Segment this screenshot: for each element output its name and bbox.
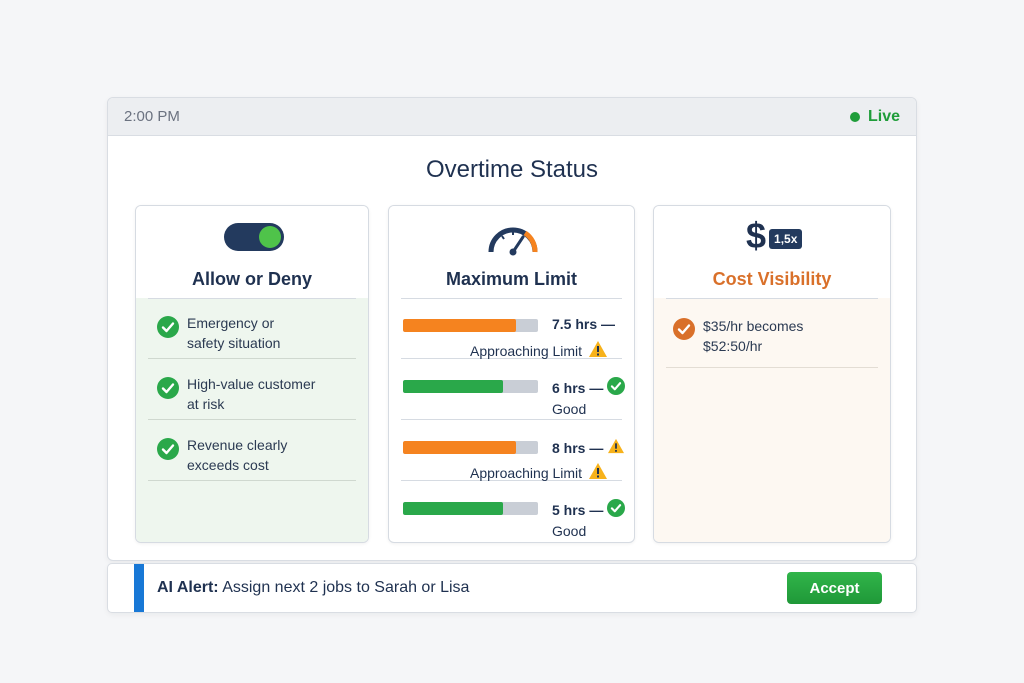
hours-value: 5 hrs —	[552, 499, 626, 520]
list-item: 6 hrs — Good	[401, 359, 626, 420]
check-circle-icon	[157, 377, 179, 404]
status-bar: 2:00 PM Live	[108, 98, 916, 136]
cost-visibility-title: Cost Visibility	[712, 269, 832, 289]
hours-bar	[403, 502, 538, 515]
cost-text: $35/hr becomes $52:50/hr	[703, 316, 803, 356]
overtime-panel: 2:00 PM Live Overtime Status Allow or De…	[107, 97, 917, 561]
maximum-limit-header: Maximum Limit	[389, 206, 634, 298]
check-circle-icon	[673, 318, 695, 345]
status-text: Good	[552, 401, 587, 417]
dollar-sign: $	[746, 215, 767, 256]
list-item: $35/hr becomes $52:50/hr	[666, 298, 878, 368]
hours-bar-fill	[403, 441, 517, 454]
limit-rows: 7.5 hrs — Approaching Limit 6 hrs — Good	[389, 298, 634, 542]
hours-bar	[403, 441, 538, 454]
hours-bar-fill	[403, 502, 503, 515]
allow-deny-card: Allow or Deny Emergency or safety situat…	[135, 205, 369, 543]
check-circle-icon	[607, 499, 626, 520]
hours-value: 6 hrs —	[552, 377, 626, 398]
hours-bar	[403, 319, 538, 332]
divider	[148, 298, 356, 299]
hours-value: 7.5 hrs —	[552, 316, 615, 332]
limit-status: Approaching Limit	[470, 340, 608, 361]
limit-status: Approaching Limit	[470, 462, 608, 483]
warning-icon	[588, 340, 608, 361]
check-circle-icon	[607, 377, 626, 398]
divider	[401, 298, 622, 299]
status-text: Approaching Limit	[470, 464, 583, 481]
hours-value: 8 hrs —	[552, 438, 625, 457]
list-item: 8 hrs — Approaching Limit	[401, 420, 625, 483]
cost-line: $52:50/hr	[703, 338, 763, 354]
hours-bar-fill	[403, 319, 517, 332]
alert-body: Assign next 2 jobs to Sarah or Lisa	[218, 579, 470, 596]
status-text: Approaching Limit	[470, 342, 583, 359]
cost-visibility-card: $ 1,5x Cost Visibility $35/hr becomes $5…	[653, 205, 891, 543]
divider	[666, 298, 878, 299]
maximum-limit-title: Maximum Limit	[445, 269, 578, 289]
list-item: Revenue clearly exceeds cost	[148, 420, 356, 481]
cost-line: $35/hr becomes	[703, 318, 804, 334]
reason-text: Revenue clearly exceeds cost	[187, 435, 287, 475]
list-item: 5 hrs — Good	[401, 481, 626, 542]
cost-details: $35/hr becomes $52:50/hr	[654, 298, 890, 542]
live-label: Live	[867, 107, 900, 125]
reason-text: Emergency or safety situation	[187, 313, 280, 353]
reason-line: Revenue clearly	[187, 437, 288, 453]
list-item: High-value customer at risk	[148, 359, 356, 420]
speedometer-icon	[485, 216, 541, 261]
toggle-knob	[259, 226, 281, 248]
hours-text: 7.5 hrs —	[552, 316, 616, 332]
status-text: Good	[552, 523, 587, 539]
list-item: 7.5 hrs — Approaching Limit	[401, 298, 622, 359]
allow-deny-title: Allow or Deny	[191, 269, 312, 289]
ai-alert-bar: AI Alert: Assign next 2 jobs to Sarah or…	[107, 563, 917, 613]
multiplier-badge: 1,5x	[769, 229, 803, 249]
warning-icon	[588, 462, 608, 483]
reason-line: at risk	[187, 396, 225, 412]
reason-line: High-value customer	[187, 376, 316, 392]
reason-line: safety situation	[187, 335, 281, 351]
hours-bar-fill	[403, 380, 503, 393]
allow-deny-header: Allow or Deny	[136, 206, 368, 298]
alert-label: AI Alert:	[157, 579, 219, 596]
reason-line: Emergency or	[187, 315, 275, 331]
alert-accent-bar	[134, 564, 144, 612]
allow-deny-toggle[interactable]	[224, 223, 284, 251]
list-item: Emergency or safety situation	[148, 298, 356, 359]
live-dot-icon	[849, 111, 860, 122]
cost-visibility-header: $ 1,5x Cost Visibility	[654, 206, 890, 298]
warning-icon	[607, 438, 625, 457]
page-title: Overtime Status	[425, 156, 599, 183]
hours-text: 5 hrs —	[552, 501, 604, 518]
limit-status: Good	[552, 401, 586, 417]
reason-line: exceeds cost	[187, 457, 269, 473]
live-indicator: Live	[849, 107, 900, 126]
hours-text: 8 hrs —	[552, 439, 604, 456]
accept-button[interactable]: Accept	[787, 572, 882, 604]
hours-text: 6 hrs —	[552, 379, 604, 396]
allow-deny-reasons: Emergency or safety situation High-value…	[136, 298, 368, 542]
check-circle-icon	[157, 316, 179, 343]
clock-time: 2:00 PM	[124, 108, 180, 125]
hours-bar	[403, 380, 538, 393]
dollar-multiplier-icon: $ 1,5x	[746, 215, 803, 256]
check-circle-icon	[157, 438, 179, 465]
reason-text: High-value customer at risk	[187, 374, 315, 414]
limit-status: Good	[552, 523, 586, 539]
maximum-limit-card: Maximum Limit 7.5 hrs — Approaching Limi…	[388, 205, 635, 543]
alert-message: AI Alert: Assign next 2 jobs to Sarah or…	[157, 579, 469, 597]
